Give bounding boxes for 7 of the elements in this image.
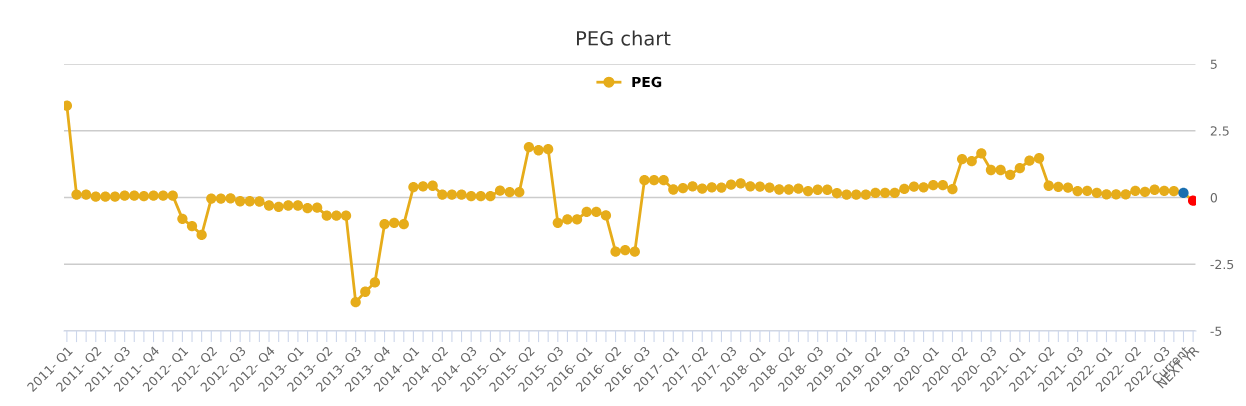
legend-label: PEG [632,76,662,88]
y-tick-label: 2.5 [1210,126,1229,136]
y-tick-label: -2.5 [1210,259,1234,270]
y-tick-label: 5 [1210,59,1217,69]
y-tick-label: -5 [1210,326,1222,336]
chart-title: PEG chart [577,30,671,46]
y-tick-label: 0 [1210,192,1218,203]
